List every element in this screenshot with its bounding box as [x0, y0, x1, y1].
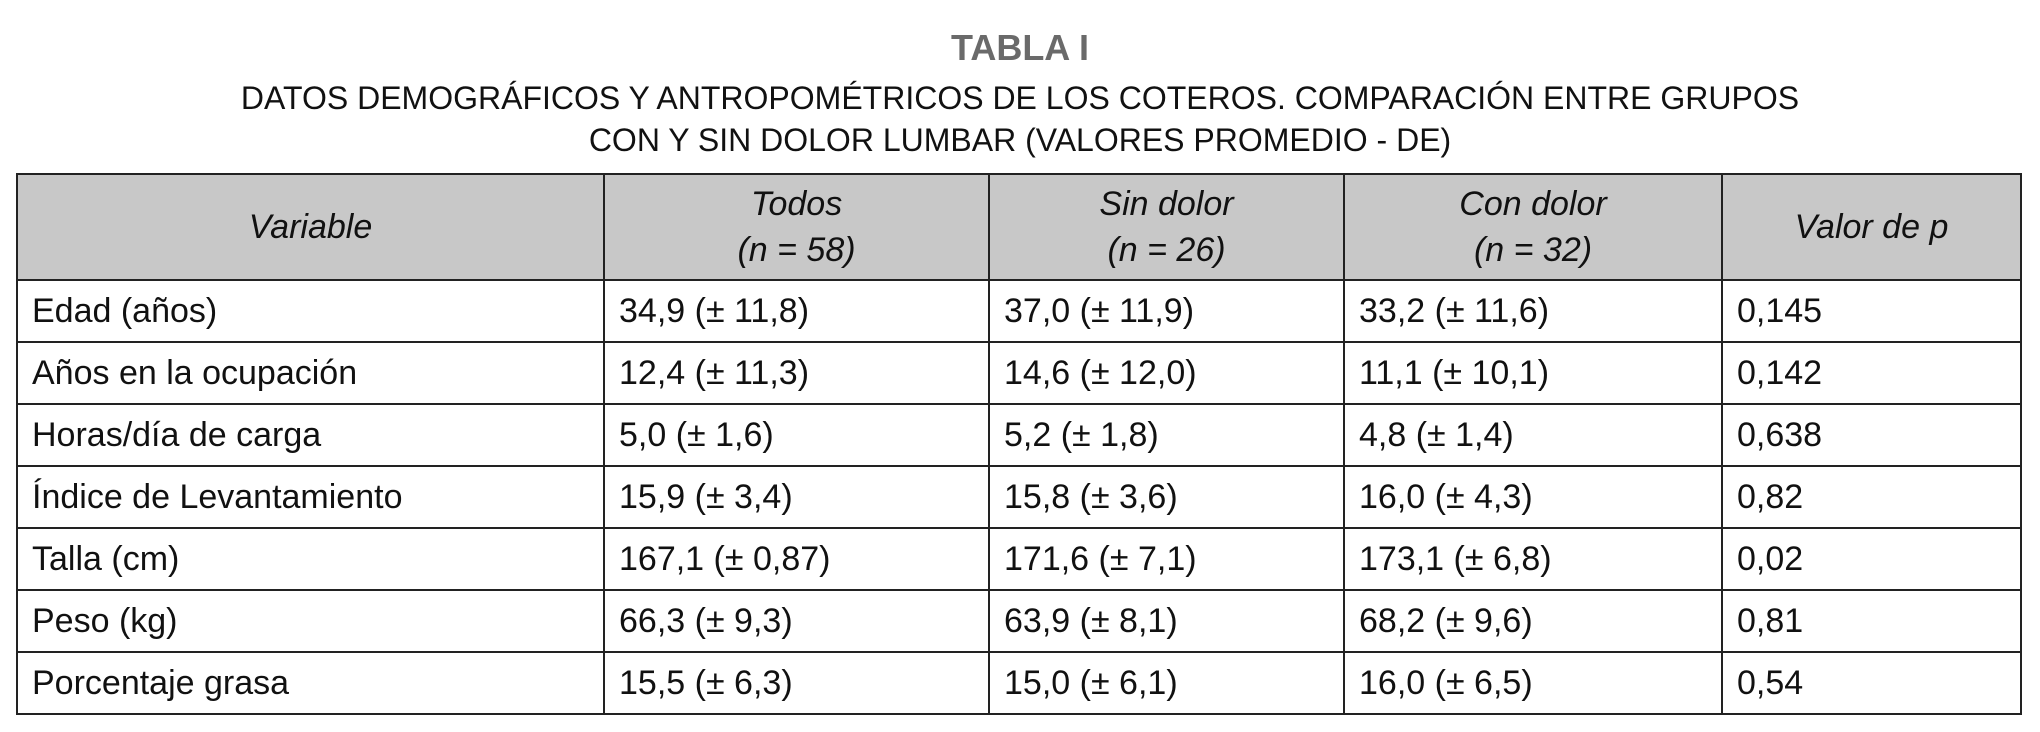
- column-header: Sin dolor (n = 26): [988, 173, 1345, 281]
- table-cell: 167,1 (± 0,87): [603, 527, 990, 591]
- table-cell: 0,142: [1721, 341, 2022, 405]
- table-cell: 16,0 (± 4,3): [1343, 465, 1723, 529]
- table-cell: 15,0 (± 6,1): [988, 651, 1345, 715]
- table-cell: 66,3 (± 9,3): [603, 589, 990, 653]
- column-header: Todos (n = 58): [603, 173, 990, 281]
- column-header-label: Todos: [750, 185, 843, 223]
- table-cell: 15,5 (± 6,3): [603, 651, 990, 715]
- table-cell: Años en la ocupación: [16, 341, 605, 405]
- table-cell: 0,638: [1721, 403, 2022, 467]
- table-cell: Porcentaje grasa: [16, 651, 605, 715]
- table-cell: 0,145: [1721, 279, 2022, 343]
- table-cell: Edad (años): [16, 279, 605, 343]
- table-cell: 0,02: [1721, 527, 2022, 591]
- table-cell: 171,6 (± 7,1): [988, 527, 1345, 591]
- table-cell: 14,6 (± 12,0): [988, 341, 1345, 405]
- column-header-label: Sin dolor: [1099, 185, 1234, 223]
- table-row: Porcentaje grasa 15,5 (± 6,3) 15,0 (± 6,1)…: [16, 651, 2022, 715]
- table-cell: 37,0 (± 11,9): [988, 279, 1345, 343]
- table-cell: 12,4 (± 11,3): [603, 341, 990, 405]
- table-row: Índice de Levantamiento 15,9 (± 3,4) 15,8 …: [16, 465, 2022, 529]
- column-header: Valor de p: [1721, 173, 2022, 281]
- table-cell: 34,9 (± 11,8): [603, 279, 990, 343]
- table-cell: Peso (kg): [16, 589, 605, 653]
- table-subtitle-line1: DATOS DEMOGRÁFICOS Y ANTROPOMÉTRICOS DE …: [240, 80, 1800, 116]
- table-cell: 0,81: [1721, 589, 2022, 653]
- table-cell: 68,2 (± 9,6): [1343, 589, 1723, 653]
- table-cell: 15,8 (± 3,6): [988, 465, 1345, 529]
- table-row: Horas/día de carga 5,0 (± 1,6) 5,2 (± 1,8)…: [16, 403, 2022, 467]
- column-header-label: Valor de p: [1794, 208, 1949, 246]
- table-cell: 5,0 (± 1,6): [603, 403, 990, 467]
- table-cell: Talla (cm): [16, 527, 605, 591]
- table-cell: 11,1 (± 10,1): [1343, 341, 1723, 405]
- data-table: Variable Todos (n = 58) Sin dolor (n = 26) Co…: [16, 173, 2022, 715]
- table-cell: 5,2 (± 1,8): [988, 403, 1345, 467]
- table-row: Edad (años) 34,9 (± 11,8) 37,0 (± 11,9) 33,…: [16, 279, 2022, 343]
- table-cell: 15,9 (± 3,4): [603, 465, 990, 529]
- column-header-count: (n = 32): [1473, 231, 1593, 269]
- column-header-label: Variable: [248, 208, 373, 246]
- table-cell: 16,0 (± 6,5): [1343, 651, 1723, 715]
- header-row: Variable Todos (n = 58) Sin dolor (n = 26) Co…: [16, 173, 2022, 281]
- table-subtitle-line2: CON Y SIN DOLOR LUMBAR (VALORES PROMEDIO…: [588, 122, 1452, 158]
- column-header-count: (n = 58): [737, 231, 856, 269]
- column-header: Con dolor (n = 32): [1343, 173, 1723, 281]
- table-cell: 173,1 (± 6,8): [1343, 527, 1723, 591]
- column-header: Variable: [16, 173, 605, 281]
- table-cell: 0,54: [1721, 651, 2022, 715]
- table-cell: 33,2 (± 11,6): [1343, 279, 1723, 343]
- column-header-count: (n = 26): [1107, 231, 1226, 269]
- table-title: TABLA I: [951, 27, 1089, 68]
- table-cell: 0,82: [1721, 465, 2022, 529]
- table-row: Talla (cm) 167,1 (± 0,87) 171,6 (± 7,1) 173…: [16, 527, 2022, 591]
- table-cell: 63,9 (± 8,1): [988, 589, 1345, 653]
- table-row: Peso (kg) 66,3 (± 9,3) 63,9 (± 8,1) 68,2 (±…: [16, 589, 2022, 653]
- table-row: Años en la ocupación 12,4 (± 11,3) 14,6 (±…: [16, 341, 2022, 405]
- column-header-label: Con dolor: [1459, 185, 1607, 223]
- table-cell: Índice de Levantamiento: [16, 465, 605, 529]
- table-cell: Horas/día de carga: [16, 403, 605, 467]
- table-cell: 4,8 (± 1,4): [1343, 403, 1723, 467]
